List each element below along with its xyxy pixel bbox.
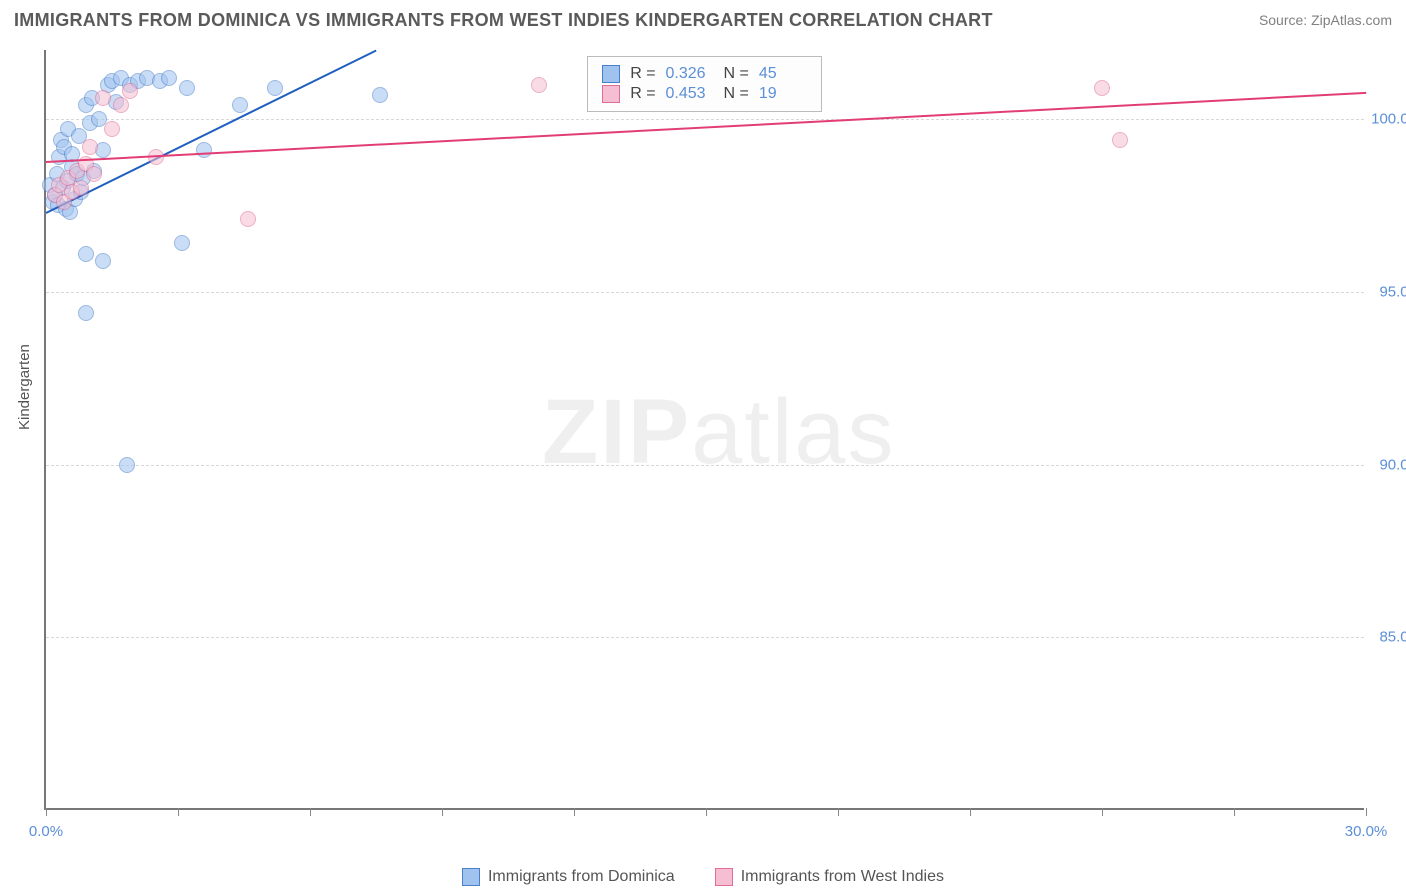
- chart-title: IMMIGRANTS FROM DOMINICA VS IMMIGRANTS F…: [14, 10, 993, 31]
- legend-swatch: [602, 65, 620, 83]
- data-point: [73, 180, 89, 196]
- data-point: [113, 97, 129, 113]
- grid-line: [46, 465, 1364, 466]
- stats-label-n: N =: [724, 85, 749, 103]
- stats-row: R = 0.453 N = 19: [602, 85, 807, 103]
- data-point: [1112, 132, 1128, 148]
- data-point: [122, 83, 138, 99]
- data-point: [78, 246, 94, 262]
- chart-source: Source: ZipAtlas.com: [1259, 12, 1392, 28]
- data-point: [1094, 80, 1110, 96]
- x-tick: [310, 808, 311, 816]
- x-tick-label: 0.0%: [29, 823, 63, 840]
- stats-label-r: R =: [630, 65, 655, 83]
- trend-line: [46, 50, 377, 214]
- data-point: [86, 166, 102, 182]
- legend-swatch: [462, 868, 480, 886]
- legend-label: Immigrants from West Indies: [741, 868, 944, 886]
- watermark: ZIPatlas: [542, 380, 895, 485]
- stats-value-r: 0.453: [666, 85, 714, 103]
- grid-line: [46, 292, 1364, 293]
- data-point: [179, 80, 195, 96]
- data-point: [174, 235, 190, 251]
- data-point: [78, 305, 94, 321]
- chart-header: IMMIGRANTS FROM DOMINICA VS IMMIGRANTS F…: [0, 0, 1406, 40]
- stats-label-n: N =: [724, 65, 749, 83]
- watermark-thin: atlas: [691, 381, 895, 483]
- legend-label: Immigrants from Dominica: [488, 868, 675, 886]
- x-tick: [970, 808, 971, 816]
- legend-swatch: [602, 85, 620, 103]
- legend-item: Immigrants from Dominica: [462, 868, 675, 886]
- stats-row: R = 0.326 N = 45: [602, 65, 807, 83]
- x-tick: [574, 808, 575, 816]
- x-tick: [838, 808, 839, 816]
- y-tick-label: 85.0%: [1368, 629, 1406, 646]
- x-tick: [178, 808, 179, 816]
- data-point: [372, 87, 388, 103]
- x-tick: [1234, 808, 1235, 816]
- data-point: [267, 80, 283, 96]
- x-tick: [1366, 808, 1367, 816]
- data-point: [240, 211, 256, 227]
- data-point: [95, 90, 111, 106]
- stats-box: R = 0.326 N = 45 R = 0.453 N = 19: [587, 56, 822, 112]
- plot-area: ZIPatlas R =0.326N =45R =0.453N =19 85.0…: [44, 50, 1364, 810]
- grid-line: [46, 119, 1364, 120]
- y-tick-label: 95.0%: [1368, 283, 1406, 300]
- stats-value-n: 45: [759, 65, 807, 83]
- x-tick: [442, 808, 443, 816]
- data-point: [161, 70, 177, 86]
- y-axis-title: Kindergarten: [16, 344, 33, 430]
- stats-value-n: 19: [759, 85, 807, 103]
- x-tick: [1102, 808, 1103, 816]
- x-tick: [46, 808, 47, 816]
- watermark-bold: ZIP: [542, 381, 691, 483]
- legend: Immigrants from Dominica Immigrants from …: [0, 868, 1406, 886]
- data-point: [82, 139, 98, 155]
- legend-item: Immigrants from West Indies: [715, 868, 944, 886]
- stats-label-r: R =: [630, 85, 655, 103]
- stats-value-r: 0.326: [666, 65, 714, 83]
- data-point: [119, 457, 135, 473]
- y-tick-label: 90.0%: [1368, 456, 1406, 473]
- data-point: [531, 77, 547, 93]
- x-tick-label: 30.0%: [1345, 823, 1388, 840]
- x-tick: [706, 808, 707, 816]
- data-point: [95, 253, 111, 269]
- data-point: [104, 121, 120, 137]
- grid-line: [46, 637, 1364, 638]
- data-point: [232, 97, 248, 113]
- data-point: [196, 142, 212, 158]
- legend-swatch: [715, 868, 733, 886]
- y-tick-label: 100.0%: [1368, 111, 1406, 128]
